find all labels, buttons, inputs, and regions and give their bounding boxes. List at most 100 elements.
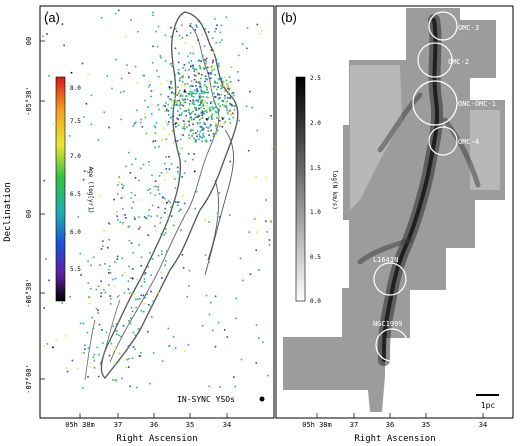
yso-point [168, 345, 171, 347]
yso-point [226, 336, 229, 338]
yso-point [140, 167, 142, 170]
yso-point [178, 72, 180, 75]
yso-point [95, 307, 98, 310]
yso-point [184, 91, 187, 94]
yso-point [143, 278, 146, 280]
yso-point [198, 86, 201, 88]
dec-axis: Declination 00 -05°30' 00 -06°30' -07°00… [3, 37, 33, 394]
yso-point [240, 358, 243, 361]
yso-point [173, 99, 175, 102]
yso-point [183, 89, 186, 91]
yso-point [172, 115, 174, 117]
yso-point [189, 117, 191, 119]
yso-point [214, 122, 217, 125]
tick-marks [40, 40, 484, 418]
column-density-colorbar-tick: 2.5 [310, 75, 321, 82]
yso-point [136, 278, 138, 281]
yso-point [113, 198, 115, 201]
yso-point [191, 158, 194, 161]
yso-point [121, 183, 123, 186]
yso-point [162, 196, 164, 198]
yso-point [127, 280, 130, 282]
yso-point [192, 99, 194, 101]
yso-point [183, 101, 186, 104]
yso-point [181, 24, 183, 26]
yso-point [217, 115, 219, 118]
yso-point [149, 84, 151, 86]
x-axis-label: Right Ascension [354, 434, 435, 444]
yso-point [180, 94, 182, 97]
yso-point [145, 132, 148, 135]
yso-point [151, 62, 154, 64]
yso-point [122, 184, 125, 187]
yso-point [135, 386, 138, 389]
yso-point [122, 196, 124, 199]
region-label-omc-3: OMC-3 [458, 24, 479, 32]
yso-point [128, 239, 131, 242]
yso-point [154, 146, 156, 149]
yso-point [195, 139, 197, 141]
yso-point [86, 331, 89, 334]
yso-point [202, 103, 205, 106]
yso-point [190, 65, 192, 68]
yso-point [190, 117, 193, 119]
region-circle-onc-omc-1 [412, 80, 458, 126]
yso-point [46, 343, 49, 345]
cloud-contour [84, 299, 121, 381]
yso-point [48, 279, 50, 282]
yso-point [216, 82, 219, 84]
yso-point [108, 265, 111, 267]
yso-point [233, 376, 235, 378]
region-label-omc-4: OMC-4 [458, 138, 479, 146]
yso-point [232, 94, 235, 97]
yso-point [174, 187, 177, 189]
dec-tick-label: -06°30' [25, 278, 33, 308]
ra-tick-label: 36 [150, 421, 158, 429]
yso-point [160, 83, 162, 85]
yso-point [214, 74, 216, 76]
yso-point [209, 125, 211, 128]
yso-point [202, 96, 205, 98]
yso-point [201, 99, 204, 102]
yso-point [224, 105, 226, 108]
yso-point [186, 98, 189, 101]
yso-point [207, 31, 210, 33]
yso-point [170, 35, 172, 38]
yso-point [184, 69, 187, 72]
yso-point [198, 107, 200, 110]
yso-point [183, 110, 186, 112]
yso-point [194, 141, 197, 143]
yso-point [222, 118, 224, 120]
yso-point [165, 108, 168, 111]
yso-point [98, 323, 101, 326]
yso-point [170, 215, 173, 217]
yso-point [130, 277, 132, 279]
yso-point [202, 90, 205, 93]
yso-point [138, 355, 141, 357]
yso-point [266, 231, 268, 233]
yso-point [161, 360, 164, 362]
yso-point [239, 257, 242, 260]
yso-point [209, 139, 212, 142]
yso-point [224, 121, 227, 123]
yso-point [134, 65, 137, 68]
yso-point [149, 382, 151, 385]
column-density-colorbar [295, 76, 306, 302]
yso-point [206, 118, 209, 120]
yso-point [129, 385, 131, 388]
yso-point [190, 112, 193, 114]
yso-point [97, 285, 99, 287]
age-colorbar [55, 76, 66, 302]
yso-point [105, 331, 108, 334]
yso-point [80, 274, 82, 276]
yso-point [199, 85, 202, 87]
yso-point [126, 358, 128, 361]
yso-point [204, 140, 207, 142]
yso-point [190, 95, 193, 97]
region-label-omc-2: OMC-2 [448, 58, 469, 66]
yso-point [140, 118, 142, 121]
yso-point [217, 129, 219, 132]
yso-point [150, 95, 152, 98]
column-density-colorbar-tick: 2.0 [310, 120, 321, 127]
yso-point [130, 242, 133, 244]
